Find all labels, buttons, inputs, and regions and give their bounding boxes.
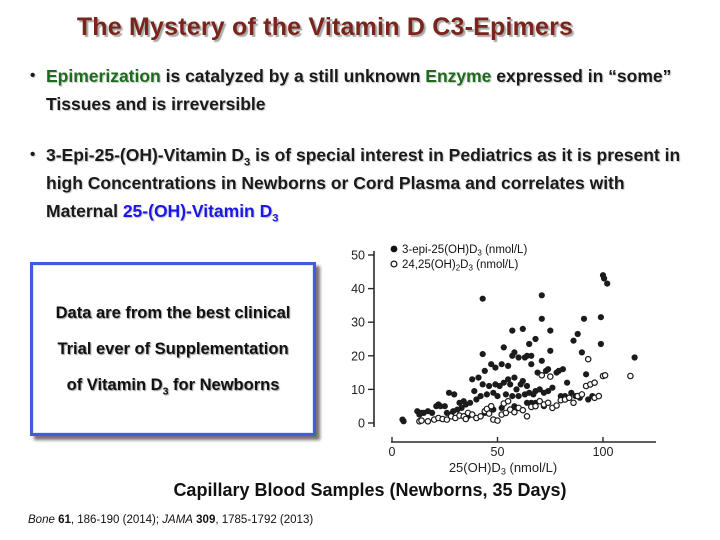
svg-text:100: 100: [593, 445, 614, 459]
svg-text:50: 50: [491, 445, 505, 459]
svg-text:50: 50: [351, 249, 365, 263]
scatter-plot-svg: 0 10 20 30 40 50 0 50 100 25(OH)D3 (nmol/L) 3-epi-…: [351, 244, 656, 477]
scatter-chart: 0 10 20 30 40 50 0 50 100 25(OH)D3 (nmol/L) 3-epi-…: [343, 236, 705, 484]
callout-box: Data are from the best clinical Trial ev…: [30, 262, 316, 436]
svg-text:0: 0: [389, 445, 396, 459]
chart-caption: Capillary Blood Samples (Newborns, 35 Da…: [173, 480, 567, 500]
citation: Bone 61, 186-190 (2014); JAMA 309, 1785-…: [28, 514, 314, 526]
bullet-epimerization-text: Epimerization is catalyzed by a still un…: [46, 66, 672, 114]
legend-open-dot-icon: [390, 260, 398, 268]
svg-text:0: 0: [358, 417, 365, 431]
bullet-3-epi: • 3-Epi-25-(OH)-Vitamin D3 is of special…: [30, 141, 682, 225]
svg-text:24,25(OH)2D3 (nmol/L): 24,25(OH)2D3 (nmol/L): [402, 259, 519, 273]
callout-line-3: of Vitamin D3 for Newborns: [66, 375, 280, 397]
chart-legend: 3-epi-25(OH)D3 (nmol/L)24,25(OH)2D3 (nmo…: [390, 244, 527, 273]
bullet-epimerization: • Epimerization is catalyzed by a still …: [30, 62, 682, 118]
svg-text:10: 10: [351, 383, 365, 397]
callout-line-1: Data are from the best clinical: [55, 303, 291, 322]
callout-line-2: Trial ever of Supplementation: [57, 339, 289, 358]
svg-text:30: 30: [351, 316, 365, 330]
x-axis-label: 25(OH)D3 (nmol/L): [449, 460, 557, 477]
chart-axes: 0 10 20 30 40 50 0 50 100 25(OH)D3 (nmol/L): [351, 249, 656, 477]
bullet-glyph: •: [30, 67, 36, 84]
slide-title: The Mystery of the Vitamin D C3-Epimers: [76, 13, 574, 41]
bullet-3-epi-text: 3-Epi-25-(OH)-Vitamin D3 is of special i…: [46, 145, 681, 225]
legend-filled-dot-icon: [390, 245, 398, 253]
svg-text:20: 20: [351, 349, 365, 363]
svg-text:40: 40: [351, 282, 365, 296]
chart-points: [399, 272, 638, 425]
bullet-list: • Epimerization is catalyzed by a still …: [30, 62, 682, 248]
bullet-glyph: •: [30, 146, 36, 163]
svg-text:3-epi-25(OH)D3 (nmol/L): 3-epi-25(OH)D3 (nmol/L): [402, 244, 527, 258]
